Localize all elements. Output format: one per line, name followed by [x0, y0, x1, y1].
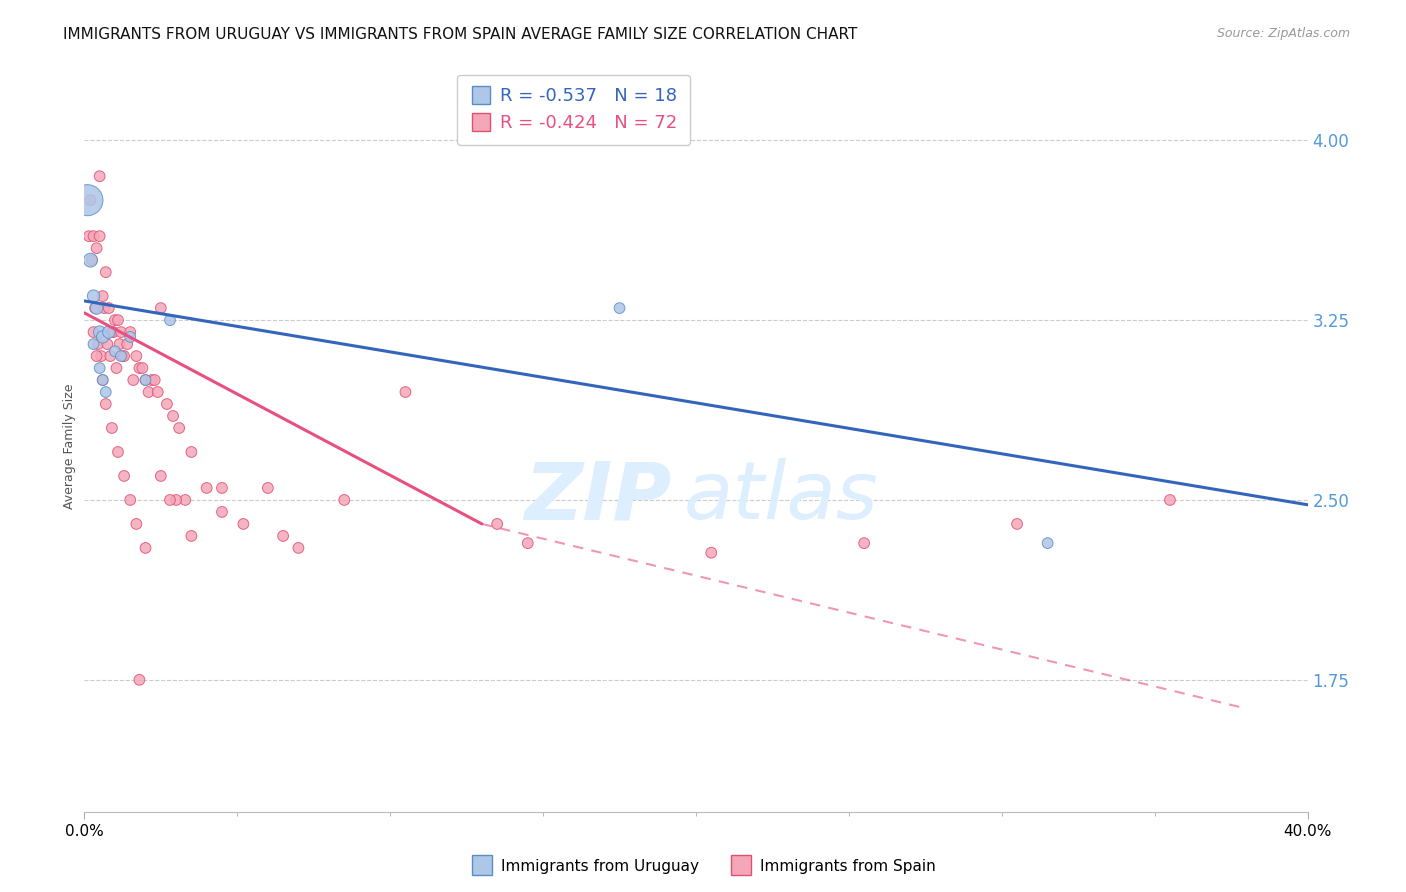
Text: ZIP: ZIP: [524, 458, 672, 536]
Text: IMMIGRANTS FROM URUGUAY VS IMMIGRANTS FROM SPAIN AVERAGE FAMILY SIZE CORRELATION: IMMIGRANTS FROM URUGUAY VS IMMIGRANTS FR…: [63, 27, 858, 42]
Point: [125, 516, 148, 531]
Point: [257, 481, 280, 495]
Point: [1036, 536, 1059, 550]
Point: [180, 529, 202, 543]
Point: [138, 385, 160, 400]
Point: [83, 289, 105, 303]
Point: [120, 330, 142, 344]
Point: [143, 373, 166, 387]
Point: [1159, 492, 1181, 507]
Text: Source: ZipAtlas.com: Source: ZipAtlas.com: [1216, 27, 1350, 40]
Point: [90, 349, 112, 363]
Point: [91, 289, 114, 303]
Legend: Immigrants from Uruguay, Immigrants from Spain: Immigrants from Uruguay, Immigrants from…: [464, 853, 942, 880]
Point: [135, 541, 157, 555]
Point: [91, 330, 114, 344]
Point: [115, 337, 138, 351]
Point: [96, 337, 118, 351]
Point: [211, 505, 233, 519]
Point: [287, 541, 309, 555]
Point: [111, 349, 134, 363]
Point: [103, 325, 125, 339]
Point: [131, 361, 153, 376]
Point: [104, 344, 127, 359]
Point: [112, 349, 135, 363]
Point: [101, 325, 124, 339]
Point: [97, 325, 120, 339]
Point: [122, 373, 145, 387]
Point: [141, 373, 163, 387]
Point: [76, 193, 98, 207]
Point: [159, 492, 181, 507]
Point: [165, 492, 187, 507]
Point: [91, 373, 114, 387]
Point: [79, 193, 101, 207]
Point: [146, 385, 169, 400]
Point: [86, 301, 108, 315]
Point: [110, 325, 132, 339]
Point: [105, 361, 128, 376]
Point: [94, 265, 117, 279]
Point: [89, 169, 111, 184]
Point: [516, 536, 538, 550]
Point: [853, 536, 876, 550]
Point: [77, 229, 100, 244]
Point: [394, 385, 416, 400]
Point: [107, 313, 129, 327]
Point: [120, 492, 142, 507]
Point: [83, 229, 105, 244]
Point: [91, 373, 114, 387]
Point: [89, 229, 111, 244]
Point: [86, 241, 108, 255]
Point: [97, 301, 120, 315]
Point: [110, 349, 132, 363]
Point: [128, 673, 150, 687]
Point: [1005, 516, 1028, 531]
Point: [84, 301, 107, 315]
Point: [162, 409, 184, 423]
Point: [94, 385, 117, 400]
Point: [700, 546, 723, 560]
Point: [86, 349, 108, 363]
Point: [195, 481, 218, 495]
Point: [104, 313, 127, 327]
Point: [149, 469, 172, 483]
Point: [108, 337, 131, 351]
Point: [149, 301, 172, 315]
Point: [125, 349, 148, 363]
Legend: R = -0.537   N = 18, R = -0.424   N = 72: R = -0.537 N = 18, R = -0.424 N = 72: [457, 75, 690, 145]
Point: [211, 481, 233, 495]
Point: [89, 361, 111, 376]
Point: [128, 361, 150, 376]
Point: [486, 516, 509, 531]
Point: [80, 253, 103, 268]
Point: [232, 516, 254, 531]
Point: [135, 373, 157, 387]
Point: [167, 421, 190, 435]
Point: [94, 397, 117, 411]
Point: [333, 492, 356, 507]
Point: [98, 349, 121, 363]
Point: [271, 529, 294, 543]
Point: [120, 325, 142, 339]
Point: [89, 325, 111, 339]
Point: [156, 397, 179, 411]
Point: [79, 253, 101, 268]
Point: [159, 313, 181, 327]
Point: [174, 492, 197, 507]
Point: [112, 469, 135, 483]
Point: [83, 325, 105, 339]
Point: [135, 373, 157, 387]
Point: [609, 301, 631, 315]
Text: atlas: atlas: [683, 458, 879, 536]
Point: [83, 337, 105, 351]
Point: [107, 445, 129, 459]
Y-axis label: Average Family Size: Average Family Size: [63, 384, 76, 508]
Point: [101, 421, 124, 435]
Point: [93, 301, 115, 315]
Point: [87, 337, 110, 351]
Point: [180, 445, 202, 459]
